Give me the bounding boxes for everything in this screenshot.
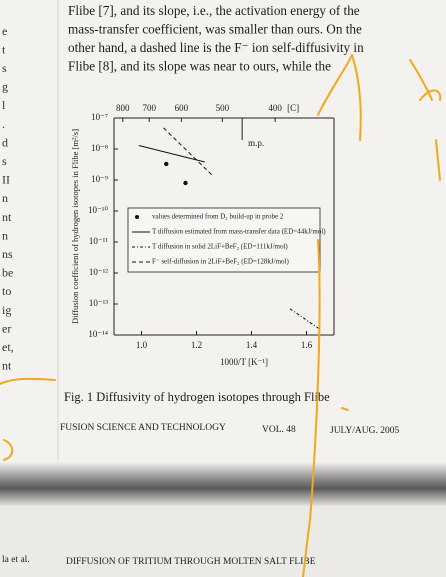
margin-fragment: nt bbox=[2, 359, 12, 373]
top-axis-label: [C] bbox=[287, 103, 299, 113]
margin-fragment: ig bbox=[2, 303, 11, 317]
page-gap bbox=[0, 462, 446, 506]
y-tick-label: 10⁻⁸ bbox=[91, 143, 108, 153]
footer-journal: FUSION SCIENCE AND TECHNOLOGY bbox=[60, 423, 226, 433]
y-tick-label: 10⁻¹² bbox=[89, 267, 108, 277]
top-tick-label: 600 bbox=[175, 103, 189, 113]
top-tick-label: 400 bbox=[268, 103, 282, 113]
margin-fragment: g bbox=[2, 80, 8, 94]
margin-fragment: s bbox=[2, 154, 7, 168]
legend-label: T diffusion estimated from mass-transfer… bbox=[152, 228, 326, 236]
text-line: Flibe [7], and its slope, i.e., the acti… bbox=[68, 3, 360, 18]
y-tick-label: 10⁻⁷ bbox=[91, 112, 108, 122]
footer-date: JULY/AUG. 2005 bbox=[330, 426, 399, 436]
y-tick-label: 10⁻¹³ bbox=[89, 298, 108, 308]
margin-fragment: d bbox=[2, 135, 8, 149]
running-author: la et al. bbox=[2, 555, 30, 565]
x-tick-label: 1.0 bbox=[136, 340, 148, 350]
margin-fragment: . bbox=[2, 117, 5, 131]
margin-fragment: s bbox=[2, 61, 7, 75]
legend-label: values determined from D₂ build-up in pr… bbox=[152, 213, 284, 221]
data-point bbox=[164, 162, 168, 166]
y-tick-label: 10⁻¹¹ bbox=[89, 236, 108, 246]
text-line: mass-transfer coefficient, was smaller t… bbox=[68, 22, 362, 37]
margin-fragment: ns bbox=[2, 247, 13, 261]
y-tick-label: 10⁻¹⁰ bbox=[88, 205, 108, 215]
x-tick-label: 1.4 bbox=[246, 340, 258, 350]
footer-volume: VOL. 48 bbox=[262, 425, 296, 435]
margin-fragment: be bbox=[2, 266, 13, 280]
page: Flibe [7], and its slope, i.e., the acti… bbox=[0, 0, 446, 577]
data-point bbox=[183, 181, 187, 185]
margin-fragment: nt bbox=[2, 210, 12, 224]
margin-fragment: to bbox=[2, 284, 11, 298]
x-tick-label: 1.6 bbox=[301, 340, 313, 350]
margin-fragment: n bbox=[2, 228, 8, 242]
top-tick-label: 500 bbox=[216, 103, 230, 113]
y-tick-label: 10⁻¹⁴ bbox=[88, 329, 108, 339]
annotation: m.p. bbox=[248, 138, 264, 148]
text-line: Flibe [8], and its slope was near to our… bbox=[68, 59, 331, 74]
top-tick-label: 800 bbox=[116, 103, 130, 113]
running-title: DIFFUSION OF TRITIUM THROUGH MOLTEN SALT… bbox=[66, 557, 316, 567]
y-axis-label: Diffusion coefficient of hydrogen isotop… bbox=[70, 129, 80, 324]
margin-fragment: e bbox=[2, 24, 7, 38]
y-tick-label: 10⁻⁹ bbox=[91, 174, 108, 184]
margin-fragment: II bbox=[2, 173, 10, 187]
legend-label: T diffusion in solid 2LiF+BeF₂ (ED=111kJ… bbox=[152, 243, 288, 251]
margin-fragment: et, bbox=[2, 340, 14, 354]
x-axis-label: 1000/T [K⁻¹] bbox=[220, 357, 268, 367]
legend-label: F⁻ self-diffusion in 2LiF+BeF₂ (ED=128kJ… bbox=[152, 258, 289, 266]
legend-swatch bbox=[135, 215, 139, 219]
x-tick-label: 1.2 bbox=[191, 340, 202, 350]
margin-fragment: er bbox=[2, 321, 11, 335]
text-line: other hand, a dashed line is the F⁻ ion … bbox=[68, 40, 364, 55]
margin-fragment: n bbox=[2, 191, 8, 205]
top-tick-label: 700 bbox=[142, 103, 156, 113]
figure-caption: Fig. 1 Diffusivity of hydrogen isotopes … bbox=[64, 390, 330, 404]
